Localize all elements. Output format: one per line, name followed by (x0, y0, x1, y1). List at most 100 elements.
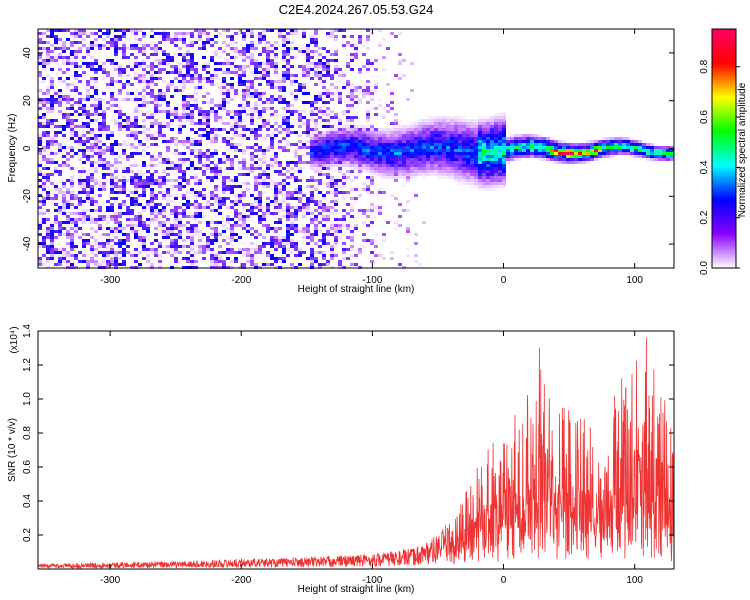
spectrogram-cell (106, 173, 110, 176)
spectrogram-cell (430, 143, 434, 146)
spectrogram-cell (438, 116, 442, 119)
spectrogram-cell (158, 110, 162, 113)
spectrogram-cell (266, 203, 270, 206)
spectrogram-cell (326, 149, 330, 152)
spectrogram-cell (278, 173, 282, 176)
spectrogram-cell (90, 236, 94, 239)
spectrogram-cell (82, 149, 86, 152)
spectrogram-cell (278, 146, 282, 149)
spectrogram-cell (482, 152, 486, 155)
spectrogram-cell (150, 68, 154, 71)
spectrogram-cell (158, 203, 162, 206)
spectrogram-cell (158, 95, 162, 98)
spectrogram-cell (62, 50, 66, 53)
spectrogram-cell (514, 134, 518, 137)
spectrogram-cell (282, 38, 286, 41)
spectrogram-cell (274, 200, 278, 203)
spectrogram-cell (126, 143, 130, 146)
spectrogram-cell (314, 167, 318, 170)
spectrogram-cell (530, 152, 534, 155)
spectrogram-cell (438, 143, 442, 146)
spectrogram-cell (106, 35, 110, 38)
spectrogram-cell (426, 161, 430, 164)
spectrogram-cell (170, 239, 174, 242)
spectrogram-cell (90, 44, 94, 47)
spectrogram-cell (106, 251, 110, 254)
spectrogram-cell (102, 188, 106, 191)
spectrogram-cell (142, 35, 146, 38)
spectrogram-cell (294, 95, 298, 98)
spectrogram-cell (46, 56, 50, 59)
spectrogram-cell (162, 236, 166, 239)
spectrogram-cell (350, 245, 354, 248)
spectrogram-cell (486, 125, 490, 128)
spectrogram-cell (46, 92, 50, 95)
spectrogram-cell (142, 242, 146, 245)
spectrogram-cell (170, 254, 174, 257)
spectrogram-cell (298, 134, 302, 137)
spectrogram-cell (318, 230, 322, 233)
spectrogram-cell (42, 98, 46, 101)
spectrogram-cell (102, 185, 106, 188)
spectrogram-cell (582, 149, 586, 152)
spectrogram-cell (50, 101, 54, 104)
spectrogram-cell (246, 65, 250, 68)
spectrogram-cell (358, 137, 362, 140)
spectrogram-cell (202, 95, 206, 98)
spectrogram-cell (294, 89, 298, 92)
spectrogram-cell (342, 128, 346, 131)
spectrogram-cell (470, 161, 474, 164)
spectrogram-cell (658, 152, 662, 155)
spectrogram-cell (130, 191, 134, 194)
spectrogram-cell (246, 173, 250, 176)
spectrogram-cell (158, 221, 162, 224)
spectrogram-cell (450, 125, 454, 128)
spectrogram-cell (266, 107, 270, 110)
spectrogram-cell (466, 167, 470, 170)
spectrogram-cell (130, 83, 134, 86)
spectrogram-cell (474, 140, 478, 143)
spectrogram-cell (70, 254, 74, 257)
spectrogram-cell (542, 137, 546, 140)
spectrogram-cell (426, 137, 430, 140)
spectrogram-cell (74, 194, 78, 197)
spectrogram-cell (234, 155, 238, 158)
spectrogram-cell (110, 149, 114, 152)
spectrogram-cell (358, 170, 362, 173)
spectrogram-cell (394, 152, 398, 155)
spectrogram-cell (98, 107, 102, 110)
spectrogram-cell (142, 209, 146, 212)
spectrogram-cell (214, 140, 218, 143)
spectrogram-cell (274, 41, 278, 44)
spectrogram-cell (358, 164, 362, 167)
spectrogram-cell (326, 71, 330, 74)
spectrogram-cell (554, 149, 558, 152)
spectrogram-cell (638, 155, 642, 158)
spectrogram-cell (282, 182, 286, 185)
spectrogram-cell (470, 152, 474, 155)
spectrogram-cell (462, 137, 466, 140)
spectrogram-cell (274, 182, 278, 185)
spectrogram-cell (70, 212, 74, 215)
spectrogram-cell (442, 131, 446, 134)
spectrogram-cell (122, 158, 126, 161)
spectrogram-cell (254, 182, 258, 185)
spectrogram-cell (370, 152, 374, 155)
spectrogram-cell (126, 239, 130, 242)
spectrogram-cell (318, 158, 322, 161)
spectrogram-cell (414, 146, 418, 149)
spectrogram-cell (558, 143, 562, 146)
spectrogram-cell (158, 224, 162, 227)
spectrogram-cell (302, 236, 306, 239)
spectrogram-cell (214, 56, 218, 59)
spectrogram-cell (338, 128, 342, 131)
spectrogram-cell (214, 173, 218, 176)
spectrogram-cell (134, 176, 138, 179)
spectrogram-cell (266, 29, 270, 32)
spectrogram-cell (270, 125, 274, 128)
spectrogram-cell (38, 53, 42, 56)
spectrogram-cell (386, 158, 390, 161)
spectrogram-cell (478, 137, 482, 140)
spectrogram-cell (110, 38, 114, 41)
